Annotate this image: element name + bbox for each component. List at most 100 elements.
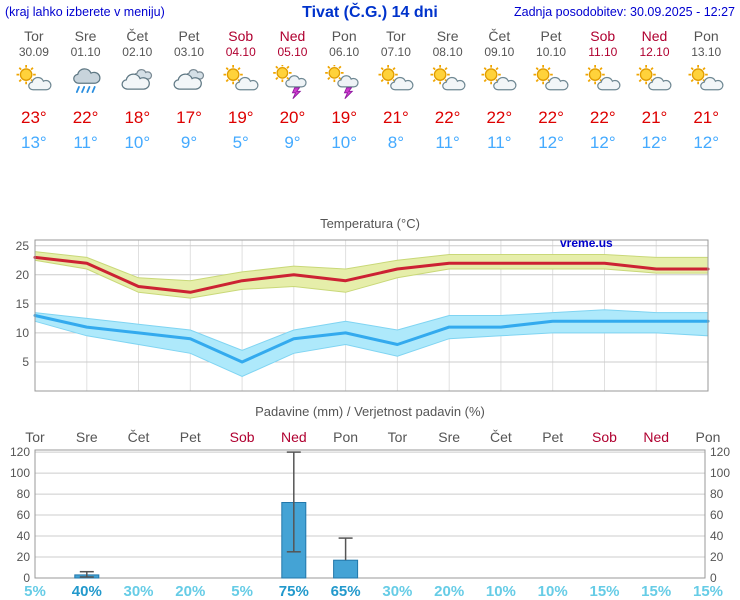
temp-min-band bbox=[34, 309, 709, 378]
day-low-temp: 12° bbox=[589, 133, 616, 152]
day-weather-icon bbox=[680, 65, 732, 101]
forecast-days-row: Tor 30.09 23° 13° Sre 01.10 22° 11° Čet 02.10 18° 1… bbox=[8, 28, 732, 153]
day-low-temp: 11° bbox=[73, 133, 98, 152]
day-high-temp: 23° bbox=[21, 108, 47, 127]
day-column[interactable]: Čet 09.10 22° 11° bbox=[473, 28, 525, 153]
day-high-temp: 22° bbox=[538, 108, 564, 127]
precip-probability: 5% bbox=[231, 583, 253, 600]
thunder-icon bbox=[325, 63, 359, 99]
day-low-temp: 5° bbox=[232, 133, 249, 152]
day-high-temp: 22° bbox=[589, 108, 616, 127]
day-column[interactable]: Sob 11.10 22° 12° bbox=[577, 28, 629, 153]
temp-y-tick: 5 bbox=[22, 355, 29, 369]
day-column[interactable]: Pon 06.10 19° 10° bbox=[318, 28, 370, 153]
day-name: Ned bbox=[641, 28, 668, 44]
precip-day-label: Sob bbox=[230, 429, 255, 445]
day-low-temp: 11° bbox=[435, 133, 460, 152]
precip-day-label: Sre bbox=[438, 429, 460, 445]
day-weather-icon bbox=[525, 65, 577, 101]
rain-icon bbox=[72, 68, 101, 93]
precip-day-label: Sre bbox=[76, 429, 98, 445]
day-low-temp: 8° bbox=[387, 133, 405, 152]
sun-cloud-icon bbox=[378, 65, 414, 91]
precip-day-label: Pon bbox=[696, 429, 721, 445]
day-name: Čet bbox=[488, 28, 511, 44]
day-column[interactable]: Pon 13.10 21° 12° bbox=[680, 28, 732, 153]
temp-y-tick: 25 bbox=[16, 239, 30, 253]
precip-day-label: Pet bbox=[180, 429, 201, 445]
sun-cloud-icon bbox=[688, 65, 724, 91]
day-name: Ned bbox=[279, 28, 306, 44]
sun-glyph bbox=[533, 65, 553, 85]
sun-cloud-icon bbox=[585, 65, 621, 91]
sun-glyph bbox=[378, 65, 398, 85]
day-weather-icon bbox=[473, 65, 525, 101]
day-high-temp: 22° bbox=[486, 108, 513, 127]
day-column[interactable]: Pet 10.10 22° 12° bbox=[525, 28, 577, 153]
day-date: 06.10 bbox=[329, 45, 360, 59]
day-high-temp: 21° bbox=[641, 108, 668, 127]
sun-cloud-icon bbox=[16, 65, 52, 91]
day-column[interactable]: Ned 12.10 21° 12° bbox=[629, 28, 681, 153]
precip-y-tick-right: 0 bbox=[710, 571, 717, 585]
precip-probability: 75% bbox=[279, 583, 309, 600]
day-date: 07.10 bbox=[380, 45, 411, 59]
precip-probability: 20% bbox=[434, 583, 464, 600]
day-low-temp: 12° bbox=[538, 133, 564, 152]
day-name: Pon bbox=[693, 28, 719, 44]
day-date: 10.10 bbox=[536, 45, 567, 59]
precipitation-chart: Padavine (mm) / Verjetnost padavin (%) To… bbox=[10, 404, 730, 600]
day-date: 11.10 bbox=[588, 45, 618, 59]
day-column[interactable]: Pet 03.10 17° 9° bbox=[163, 28, 215, 153]
day-column[interactable]: Sob 04.10 19° 5° bbox=[215, 28, 267, 153]
precip-y-tick-right: 40 bbox=[710, 529, 724, 543]
day-low-temp: 11° bbox=[487, 133, 512, 152]
day-name: Pon bbox=[331, 28, 357, 44]
precip-probability: 15% bbox=[693, 583, 723, 600]
last-update: Zadnja posodobitev: 30.09.2025 - 12:27 bbox=[513, 5, 735, 19]
day-column[interactable]: Tor 07.10 21° 8° bbox=[370, 28, 422, 153]
day-date: 13.10 bbox=[691, 45, 722, 59]
sun-glyph bbox=[273, 63, 293, 83]
day-high-temp: 22° bbox=[434, 108, 461, 127]
sun-cloud-icon bbox=[223, 65, 259, 91]
lightning-bolt bbox=[343, 87, 354, 99]
temperature-chart: Temperatura (°C) 5 10 15 20 25 vreme.us bbox=[16, 216, 710, 392]
cloudy-icon bbox=[121, 68, 153, 90]
day-name: Sre bbox=[74, 28, 97, 44]
day-column[interactable]: Tor 30.09 23° 13° bbox=[8, 28, 60, 153]
precip-day-label: Čet bbox=[490, 429, 512, 445]
day-date: 03.10 bbox=[174, 45, 205, 59]
day-name: Čet bbox=[126, 28, 149, 44]
rain-drops bbox=[75, 86, 96, 93]
watermark: vreme.us bbox=[560, 236, 613, 250]
precip-y-tick-left: 40 bbox=[17, 529, 31, 543]
day-name: Sob bbox=[590, 28, 616, 44]
day-low-temp: 12° bbox=[693, 133, 720, 152]
day-weather-icon bbox=[318, 63, 370, 101]
day-column[interactable]: Čet 02.10 18° 10° bbox=[111, 28, 163, 153]
precip-day-label: Ned bbox=[643, 429, 669, 445]
day-weather-icon bbox=[8, 65, 60, 101]
precip-probability: 15% bbox=[589, 583, 619, 600]
sun-cloud-icon bbox=[533, 65, 569, 91]
day-column[interactable]: Ned 05.10 20° 9° bbox=[267, 28, 319, 153]
day-date: 12.10 bbox=[639, 45, 670, 59]
day-column[interactable]: Sre 01.10 22° 11° bbox=[60, 28, 112, 153]
precip-probability: 10% bbox=[538, 583, 568, 600]
precip-day-label: Tor bbox=[388, 429, 408, 445]
day-name: Tor bbox=[386, 28, 406, 44]
day-date: 04.10 bbox=[225, 45, 256, 59]
plot-frame bbox=[34, 239, 709, 392]
day-column[interactable]: Sre 08.10 22° 11° bbox=[422, 28, 474, 153]
temp-max-line bbox=[33, 255, 710, 294]
day-weather-icon bbox=[267, 63, 319, 101]
precip-probability: 40% bbox=[72, 583, 102, 600]
precip-probability: 15% bbox=[641, 583, 671, 600]
precip-probability: 65% bbox=[331, 583, 361, 600]
sun-cloud-icon bbox=[636, 65, 672, 91]
sun-glyph bbox=[636, 65, 657, 85]
day-weather-icon bbox=[60, 65, 112, 101]
plot-frame bbox=[34, 449, 706, 579]
